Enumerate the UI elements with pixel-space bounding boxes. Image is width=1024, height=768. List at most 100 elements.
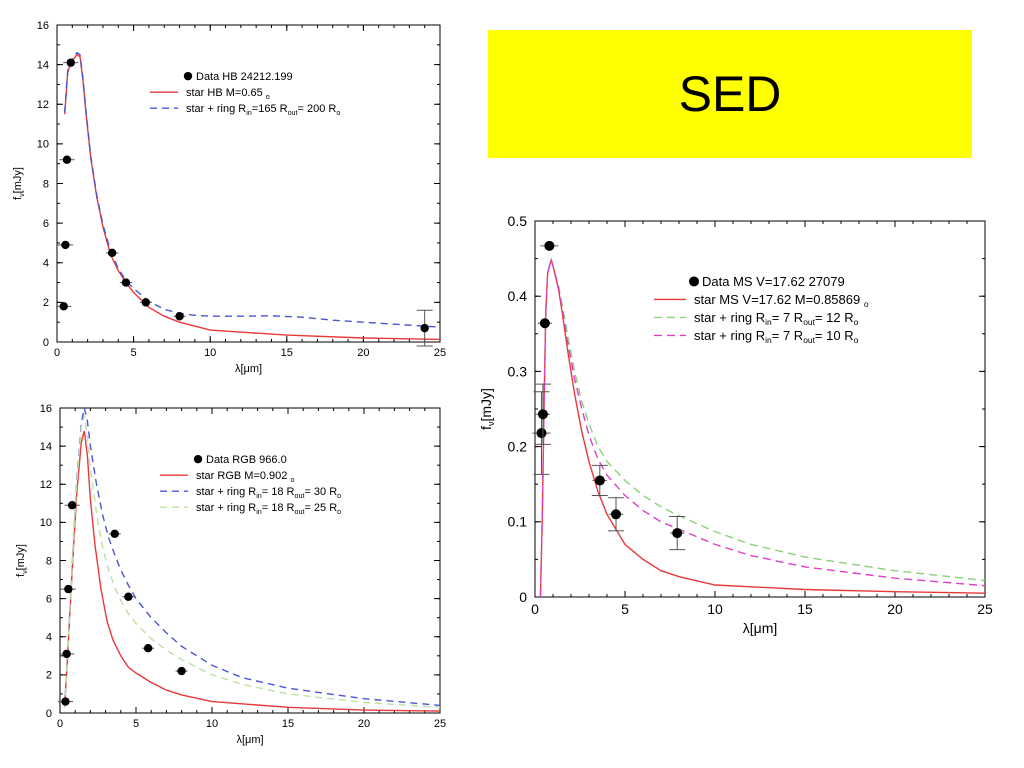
x-tick-label: 5 bbox=[131, 347, 137, 359]
series-line-2 bbox=[539, 257, 985, 597]
data-point bbox=[420, 323, 429, 333]
y-tick-label: 6 bbox=[43, 218, 49, 230]
data-point bbox=[62, 649, 71, 659]
y-tick-label: 16 bbox=[37, 20, 49, 32]
y-tick-label: 0.4 bbox=[508, 288, 528, 304]
legend-label-2: star + ring Rin= 18 Rout= 25 Ro bbox=[196, 502, 341, 516]
x-tick-label: 15 bbox=[282, 718, 294, 730]
legend-label-0: star HB M=0.65 o bbox=[186, 87, 270, 101]
x-tick-label: 10 bbox=[204, 347, 216, 359]
data-point bbox=[59, 302, 68, 311]
series-line-1 bbox=[63, 408, 440, 708]
data-point bbox=[61, 240, 70, 250]
y-tick-label: 8 bbox=[46, 555, 52, 567]
legend-label-1: star + ring Rin=165 Rout= 200 Ro bbox=[186, 103, 340, 117]
y-tick-label: 16 bbox=[40, 403, 52, 415]
data-point bbox=[64, 584, 73, 594]
x-axis-label: λ[μm] bbox=[236, 734, 263, 746]
curves bbox=[539, 257, 985, 597]
data-point bbox=[141, 298, 151, 307]
chart-hb-sed: 0 5 10 15 20 25 0 2 4 6 8 10 12 14 16 λ[μm] fν[mJy] Data … bbox=[12, 20, 446, 375]
x-tick-label: 15 bbox=[281, 347, 293, 359]
x-tick-label: 25 bbox=[434, 718, 446, 730]
legend-data-marker bbox=[193, 454, 203, 464]
series-line-0 bbox=[63, 430, 440, 712]
data-point bbox=[537, 409, 548, 420]
y-tick-label: 0 bbox=[519, 589, 527, 605]
y-tick-label: 4 bbox=[46, 632, 52, 644]
y-tick-label: 0.5 bbox=[508, 213, 528, 229]
data-point bbox=[175, 312, 184, 321]
data-point bbox=[110, 529, 119, 539]
series-line-0 bbox=[64, 53, 440, 341]
y-tick-label: 2 bbox=[43, 297, 49, 309]
legend-data-marker bbox=[183, 71, 193, 81]
y-axis-label: fν[mJy] bbox=[12, 167, 26, 200]
series-line-1 bbox=[64, 51, 440, 328]
y-tick-label: 0.3 bbox=[508, 363, 528, 379]
y-tick-label: 0.1 bbox=[508, 514, 528, 530]
y-tick-label: 6 bbox=[46, 593, 52, 605]
y-tick-label: 0 bbox=[43, 337, 49, 349]
data-point bbox=[611, 509, 621, 520]
legend-label-2: star + ring Rin= 7 Rout= 10 Ro bbox=[694, 328, 859, 345]
data-point bbox=[124, 592, 133, 601]
data-point bbox=[66, 58, 75, 67]
y-tick-label: 14 bbox=[40, 441, 52, 453]
x-tick-label: 20 bbox=[887, 601, 903, 617]
series-line-2 bbox=[63, 415, 440, 708]
curves bbox=[63, 408, 440, 712]
y-axis-label: fν[mJy] bbox=[478, 388, 496, 430]
y-tick-label: 10 bbox=[37, 139, 49, 151]
data-point bbox=[672, 528, 683, 539]
y-tick-label: 10 bbox=[40, 517, 52, 529]
x-tick-label: 0 bbox=[531, 601, 539, 617]
legend: Data MS V=17.62 27079 star MS V=17.62 M=0… bbox=[654, 274, 869, 345]
data-point bbox=[536, 428, 547, 439]
y-tick-label: 12 bbox=[37, 99, 49, 111]
curves bbox=[64, 51, 440, 341]
y-tick-label: 4 bbox=[43, 258, 49, 270]
legend: Data HB 24212.199 star HB M=0.65 o star + … bbox=[150, 71, 340, 117]
data-point bbox=[177, 666, 186, 676]
x-tick-label: 5 bbox=[621, 601, 629, 617]
y-tick-label: 12 bbox=[40, 479, 52, 491]
y-tick-label: 0.2 bbox=[508, 439, 528, 455]
sed-title: SED bbox=[678, 66, 782, 122]
legend-label-1: star + ring Rin= 18 Rout= 30 Ro bbox=[196, 486, 341, 500]
y-tick-label: 2 bbox=[46, 670, 52, 682]
legend-data-label: Data HB 24212.199 bbox=[196, 71, 293, 83]
x-axis-label: λ[μm] bbox=[743, 620, 778, 636]
x-axis-label: λ[μm] bbox=[235, 363, 262, 375]
legend: Data RGB 966.0 star RGB M=0.902 o star + r… bbox=[160, 454, 341, 516]
data-point bbox=[62, 155, 72, 164]
data-point bbox=[143, 643, 153, 653]
y-tick-label: 0 bbox=[46, 708, 52, 720]
legend-label-0: star MS V=17.62 M=0.85869 o bbox=[694, 292, 869, 309]
y-tick-label: 8 bbox=[43, 178, 49, 190]
data-point bbox=[121, 278, 131, 287]
x-tick-label: 10 bbox=[206, 718, 218, 730]
chart-rgb-sed: 0 5 10 15 20 25 0 2 4 6 8 10 12 14 16 λ[μm] fν[mJy] Data … bbox=[15, 403, 446, 746]
legend-label-0: star RGB M=0.902 o bbox=[196, 470, 294, 484]
x-tick-label: 15 bbox=[797, 601, 813, 617]
legend-data-label: Data MS V=17.62 27079 bbox=[702, 274, 845, 289]
x-tick-label: 25 bbox=[434, 347, 446, 359]
legend-data-marker bbox=[689, 276, 699, 287]
sed-banner: SED bbox=[488, 30, 972, 158]
y-axis-label: fν[mJy] bbox=[15, 544, 29, 577]
data-point bbox=[594, 475, 605, 486]
data-point bbox=[61, 697, 70, 706]
legend-data-label: Data RGB 966.0 bbox=[206, 454, 287, 466]
x-tick-label: 20 bbox=[357, 347, 369, 359]
data-point bbox=[539, 318, 550, 329]
series-line-0 bbox=[539, 257, 985, 597]
x-tick-label: 0 bbox=[57, 718, 63, 730]
x-tick-label: 25 bbox=[977, 601, 993, 617]
x-tick-label: 0 bbox=[54, 347, 60, 359]
x-tick-label: 5 bbox=[133, 718, 139, 730]
data-point bbox=[544, 240, 555, 251]
legend-label-1: star + ring Rin= 7 Rout= 12 Ro bbox=[694, 310, 859, 327]
chart-ms-sed: 0 5 10 15 20 25 0 0.1 0.2 0.3 0.4 0.5 λ[μm] fν[mJy] Da… bbox=[478, 213, 993, 636]
y-tick-label: 14 bbox=[37, 59, 49, 71]
